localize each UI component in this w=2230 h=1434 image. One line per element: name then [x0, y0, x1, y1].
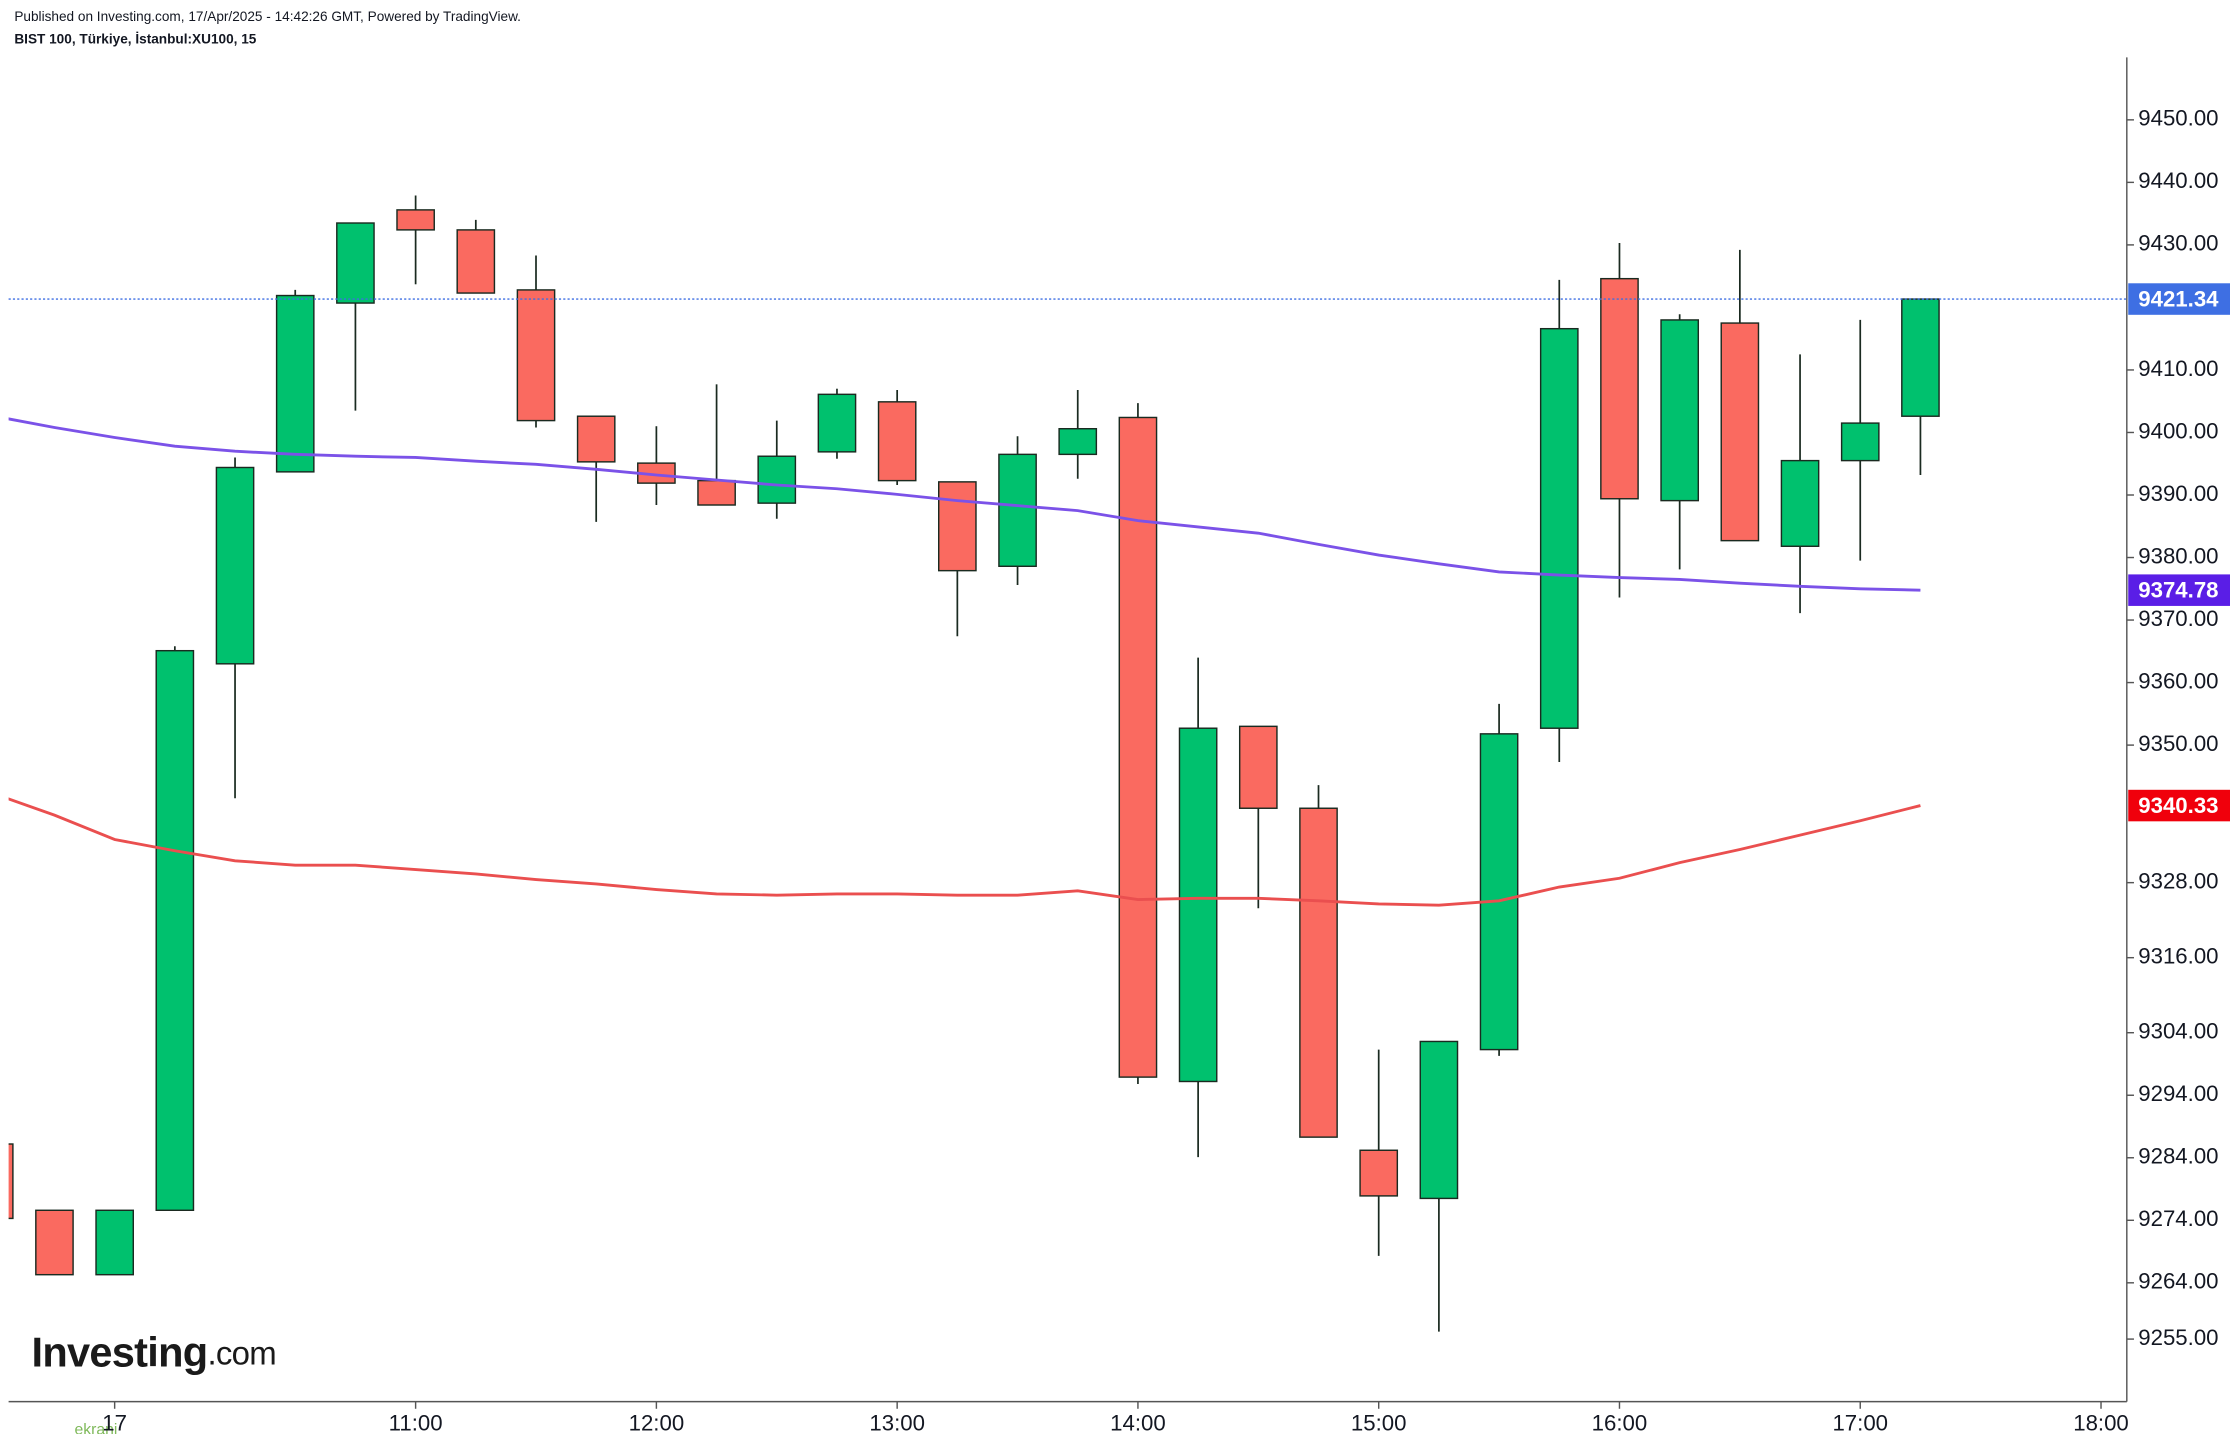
candle-body	[1359, 1149, 1399, 1197]
moving-average-line	[8, 417, 1921, 592]
subtitle: Published on Investing.com, 17/Apr/2025 …	[14, 9, 521, 24]
y-tick-label: 9430.00	[2138, 231, 2218, 256]
x-tick-label: 16:00	[1592, 1410, 1648, 1434]
x-tick-label: 14:00	[1110, 1410, 1166, 1434]
candle-body	[1238, 725, 1278, 809]
y-tick-label: 9264.00	[2138, 1269, 2218, 1294]
x-tick-label: 17	[102, 1410, 127, 1434]
y-tick-label: 9274.00	[2138, 1206, 2218, 1231]
y-tick-label: 9304.00	[2138, 1019, 2218, 1044]
x-tick-label: 13:00	[869, 1410, 925, 1434]
candle-body	[8, 1143, 14, 1220]
y-tick-label: 9410.00	[2138, 356, 2218, 381]
candle-body	[1600, 277, 1639, 500]
candle-body	[877, 401, 917, 482]
candle-body	[998, 453, 1037, 567]
candle-body	[95, 1209, 135, 1276]
last-price-label: 9421.34	[2138, 286, 2219, 311]
watermark: ekrani	[75, 1421, 118, 1434]
candle-body	[1780, 459, 1820, 547]
price-label: 9374.78	[2138, 577, 2218, 602]
candle-body	[1901, 298, 1940, 417]
candle-body	[1178, 727, 1218, 1083]
logo-name: Investing.com	[32, 1329, 276, 1376]
candle-body	[757, 455, 797, 504]
plot-area	[8, 195, 1940, 1332]
candle-body	[1419, 1040, 1459, 1200]
candle-body	[215, 466, 255, 665]
y-tick-label: 9350.00	[2138, 731, 2218, 756]
candle-body	[336, 222, 375, 304]
candle-body	[155, 649, 195, 1212]
y-tick-label: 9360.00	[2138, 668, 2218, 693]
logo-suffix: .com	[207, 1334, 276, 1371]
x-tick-label: 15:00	[1351, 1410, 1407, 1434]
x-tick-label: 17:00	[1832, 1410, 1888, 1434]
x-tick-label: 11:00	[389, 1410, 443, 1434]
price-label-box	[2128, 789, 2230, 822]
price-label: 9340.33	[2138, 793, 2218, 818]
candle-body	[1118, 416, 1158, 1078]
candle-body	[938, 481, 977, 572]
candle-body	[35, 1209, 74, 1276]
candle-body	[817, 393, 857, 453]
x-tick-label: 18:00	[2073, 1410, 2129, 1434]
last-price-box	[2128, 283, 2230, 315]
candle-body	[1720, 322, 1760, 542]
y-tick-label: 9450.00	[2138, 106, 2218, 131]
y-tick-label: 9316.00	[2138, 944, 2218, 969]
moving-average-line	[8, 797, 1921, 907]
x-tick-label: 12:00	[629, 1410, 685, 1434]
y-tick-label: 9400.00	[2138, 418, 2218, 443]
candle-body	[1058, 428, 1098, 456]
y-tick-label: 9390.00	[2138, 481, 2218, 506]
y-tick-label: 9294.00	[2138, 1081, 2218, 1106]
candle-body	[396, 209, 435, 231]
candle-body	[1479, 733, 1519, 1051]
logo-name-text: Investing	[32, 1329, 208, 1376]
y-tick-label: 9284.00	[2138, 1144, 2218, 1169]
y-tick-label: 9380.00	[2138, 543, 2218, 568]
y-tick-label: 9328.00	[2138, 869, 2218, 894]
candle-body	[1660, 319, 1700, 502]
candle-body	[1539, 327, 1579, 729]
candle-body	[576, 415, 616, 463]
candle-body	[1840, 422, 1880, 462]
y-tick-label: 9370.00	[2138, 606, 2218, 631]
candle-body	[275, 294, 315, 473]
candle-body	[697, 479, 736, 506]
candle-body	[456, 229, 496, 294]
candle-body	[516, 289, 556, 422]
y-tick-label: 9440.00	[2138, 168, 2218, 193]
candle-body	[1299, 807, 1338, 1138]
chart-title: BIST 100, Türkiye, İstanbul:XU100, 15	[14, 32, 256, 47]
price-label-box	[2128, 574, 2230, 606]
y-tick-label: 9255.00	[2138, 1325, 2218, 1350]
